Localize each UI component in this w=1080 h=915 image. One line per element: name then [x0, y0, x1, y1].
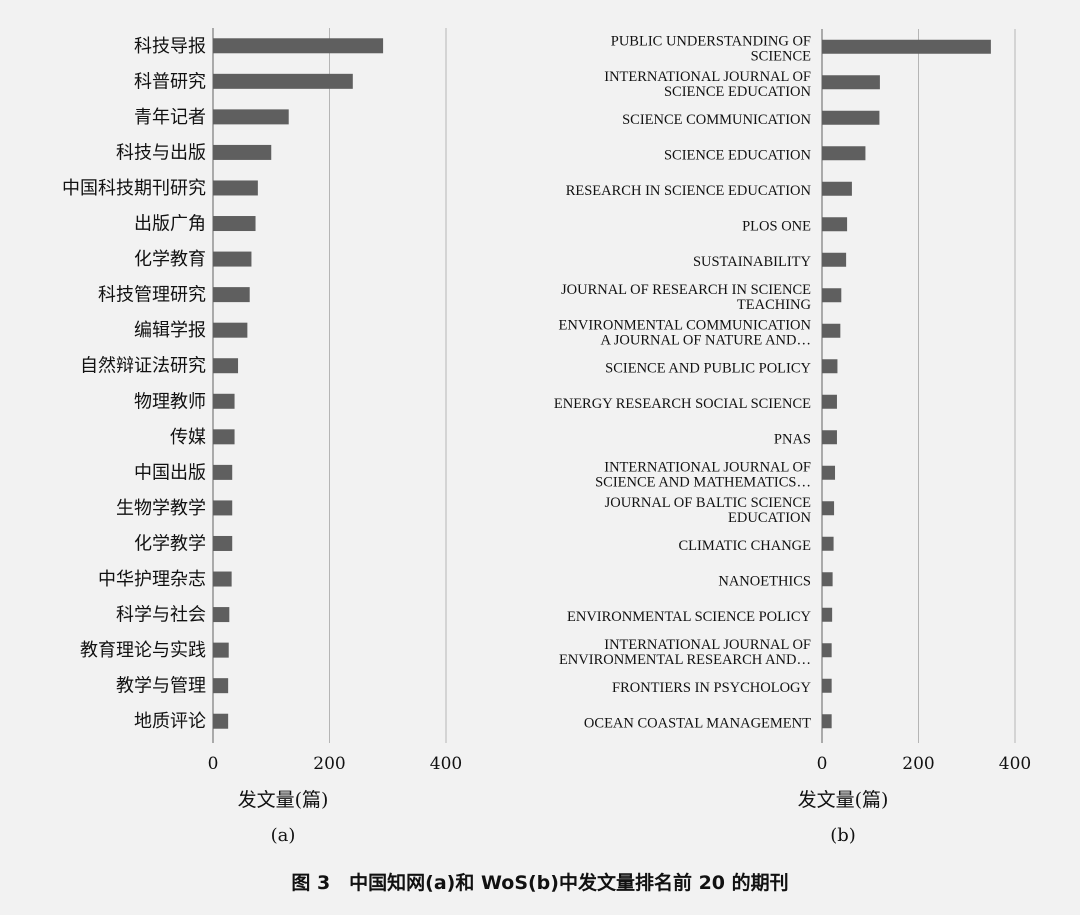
bar	[822, 252, 847, 267]
category-label: 传媒	[170, 427, 206, 448]
x-tick-label: 200	[902, 754, 934, 774]
bar	[822, 394, 837, 409]
bar	[213, 678, 229, 694]
x-tick-label: 400	[430, 754, 462, 774]
category-label: PNAS	[774, 431, 811, 447]
category-label: 化学教育	[134, 249, 206, 270]
x-axis-title: 发文量(篇)	[238, 789, 329, 811]
bar	[213, 713, 229, 729]
bar	[213, 38, 384, 54]
x-axis-title: 发文量(篇)	[798, 789, 889, 811]
category-label: 生物学教学	[116, 498, 206, 519]
bar	[213, 358, 239, 374]
category-label: ENVIRONMENTAL COMMUNICATION A JOURNAL OF …	[559, 317, 812, 348]
bar	[213, 429, 235, 445]
bar	[213, 109, 289, 125]
bar	[822, 430, 837, 445]
figure-caption: 图 3 中国知网(a)和 WoS(b)中发文量排名前 20 的期刊	[291, 871, 788, 894]
x-tick-label: 400	[999, 754, 1031, 774]
bar	[822, 75, 880, 90]
bar	[213, 642, 229, 658]
bar	[822, 572, 833, 587]
bar	[822, 110, 880, 125]
panel-a: 0 200 400 科技导报科普研究青年记者科技与出版中国科技期刊研究出版广角化学教育…	[62, 28, 462, 846]
panel-label: (a)	[271, 825, 296, 846]
bar	[213, 180, 258, 196]
panel-b: 0 200 400 PUBLIC UNDERSTANDING OF SCIENCE INT…	[554, 29, 1031, 846]
category-label: 科普研究	[134, 71, 206, 92]
category-label: ENVIRONMENTAL SCIENCE POLICY	[567, 609, 812, 625]
panel-label: (b)	[830, 825, 856, 846]
category-label: INTERNATIONAL JOURNAL OF SCIENCE EDUCATIO…	[604, 69, 811, 100]
category-label: SUSTAINABILITY	[693, 254, 812, 270]
bar	[213, 216, 256, 232]
category-label: 科技导报	[134, 36, 206, 57]
bar	[213, 322, 248, 338]
bar	[213, 73, 353, 89]
category-label: JOURNAL OF BALTIC SCIENCE EDUCATION	[605, 495, 812, 526]
category-label: 物理教师	[134, 391, 206, 412]
category-label: 中国科技期刊研究	[62, 178, 206, 199]
category-label: ENERGY RESEARCH SOCIAL SCIENCE	[554, 396, 811, 412]
category-label: 自然辩证法研究	[80, 356, 206, 377]
bar	[822, 181, 852, 196]
bar	[822, 146, 866, 161]
category-label: JOURNAL OF RESEARCH IN SCIENCE TEACHING	[561, 282, 812, 313]
x-tick-label: 0	[817, 754, 828, 774]
x-tick-label: 0	[208, 754, 219, 774]
bar	[822, 536, 834, 551]
bar	[213, 500, 233, 516]
category-label: 科技与出版	[116, 142, 206, 163]
category-label: 科技管理研究	[98, 285, 206, 306]
category-label: SCIENCE EDUCATION	[664, 147, 812, 163]
category-label: SCIENCE COMMUNICATION	[622, 112, 811, 128]
category-label: RESEARCH IN SCIENCE EDUCATION	[566, 183, 812, 199]
bar	[213, 393, 235, 409]
category-label: FRONTIERS IN PSYCHOLOGY	[612, 680, 812, 696]
bar	[213, 251, 252, 267]
category-label: 中国出版	[134, 462, 206, 483]
bar	[822, 39, 991, 54]
bar	[822, 643, 832, 658]
category-label: 科学与社会	[116, 605, 206, 626]
category-label: CLIMATIC CHANGE	[678, 538, 811, 554]
category-label: 出版广角	[134, 214, 206, 235]
category-label: NANOETHICS	[718, 573, 811, 589]
bar	[213, 287, 250, 303]
x-tick-label: 200	[313, 754, 345, 774]
bar	[822, 323, 841, 338]
bar	[213, 464, 233, 480]
category-label: PUBLIC UNDERSTANDING OF SCIENCE	[611, 33, 811, 64]
category-label: 化学教学	[134, 533, 206, 554]
bar	[822, 678, 832, 693]
category-label: INTERNATIONAL JOURNAL OF SCIENCE AND MATH…	[595, 459, 811, 490]
category-label: 教学与管理	[116, 676, 206, 697]
category-label: INTERNATIONAL JOURNAL OF ENVIRONMENTAL RE…	[559, 637, 811, 668]
category-label: 中华护理杂志	[98, 569, 206, 590]
category-label: 编辑学报	[134, 320, 206, 341]
bar	[822, 714, 832, 729]
category-label: PLOS ONE	[742, 218, 811, 234]
bar	[822, 501, 835, 516]
category-label: OCEAN COASTAL MANAGEMENT	[584, 715, 811, 731]
category-label: SCIENCE AND PUBLIC POLICY	[605, 360, 811, 376]
bar	[822, 359, 838, 374]
bar	[822, 217, 848, 232]
bar	[822, 465, 836, 480]
category-label: 青年记者	[134, 107, 206, 128]
category-label: 教育理论与实践	[80, 640, 206, 661]
bar	[822, 288, 842, 303]
bar	[822, 607, 833, 622]
bar	[213, 535, 233, 551]
bar	[213, 144, 272, 160]
bar	[213, 607, 230, 623]
category-label: 地质评论	[134, 711, 206, 732]
bar	[213, 571, 232, 587]
